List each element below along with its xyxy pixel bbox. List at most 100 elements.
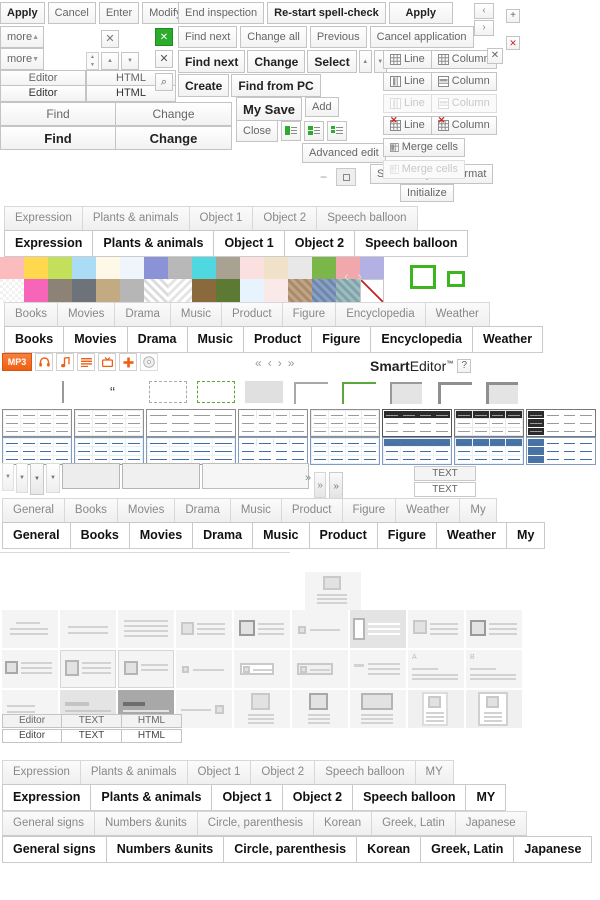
swatch[interactable] (288, 257, 312, 279)
layout-template[interactable]: Β (466, 650, 522, 688)
layout-template[interactable] (466, 610, 522, 648)
merge-cells-button[interactable]: Merge cells (383, 138, 465, 157)
more-button-down[interactable]: more ▼ (0, 48, 44, 70)
tab-object-2[interactable]: Object 2 (250, 760, 315, 784)
tab-general-signs[interactable]: General signs (2, 811, 94, 835)
pager-next-icon[interactable]: › (331, 268, 336, 285)
tab-object-1[interactable]: Object 1 (188, 206, 253, 230)
tab-books-active[interactable]: Books (69, 522, 129, 548)
tab-editor-active[interactable]: Editor (2, 729, 62, 743)
text-input-small[interactable] (62, 463, 120, 489)
swatch[interactable] (48, 257, 72, 279)
table-style-thumb-blue-first-col[interactable] (526, 437, 596, 465)
swatch[interactable] (336, 257, 360, 279)
mp3-button[interactable]: MP3 (2, 353, 32, 371)
border-style-none[interactable] (0, 377, 48, 407)
layout-template[interactable] (118, 650, 174, 688)
table-style-thumb-dark-header[interactable] (382, 409, 452, 437)
swatch[interactable] (360, 257, 384, 279)
swatch[interactable] (240, 257, 264, 279)
advanced-edit-button[interactable]: Advanced edit (302, 143, 386, 163)
table-style-thumb[interactable] (238, 409, 308, 437)
enter-button[interactable]: Enter (98, 2, 140, 24)
tab-text[interactable]: TEXT (62, 714, 122, 728)
swatch-pattern[interactable] (216, 279, 240, 303)
tab-music-active[interactable]: Music (252, 522, 309, 548)
tab-movies[interactable]: Movies (56, 302, 115, 326)
apply-button-2[interactable]: Apply (388, 2, 453, 24)
pager-first-icon[interactable]: « (255, 356, 262, 370)
swatch[interactable] (0, 257, 24, 279)
table-style-thumb-dark-cells[interactable] (454, 409, 524, 437)
add-button[interactable]: Add (305, 97, 339, 117)
layout-template[interactable] (350, 690, 406, 728)
border-style-thick-corner[interactable] (432, 377, 480, 407)
tab-object-2-active[interactable]: Object 2 (281, 784, 353, 810)
stepper-group[interactable]: ▲ ▼ ▲ ▼ (86, 52, 139, 70)
text-input-medium[interactable] (122, 463, 200, 489)
table-style-thumb[interactable] (2, 437, 72, 465)
table-style-thumb[interactable] (146, 409, 236, 437)
change-button[interactable]: Change (116, 102, 232, 126)
tab-greek-latin[interactable]: Greek, Latin (371, 811, 455, 835)
tab-my-active[interactable]: My (506, 522, 546, 548)
layout-template[interactable] (118, 610, 174, 648)
table-style-thumb[interactable] (238, 437, 308, 465)
layout-template[interactable] (292, 650, 348, 688)
tab-weather-active[interactable]: Weather (435, 522, 507, 548)
tab-expression-active[interactable]: Expression (2, 784, 91, 810)
tab-expression-active[interactable]: Expression (4, 230, 93, 256)
swatch-pattern[interactable] (312, 279, 336, 303)
tab-encyclopedia[interactable]: Encyclopedia (335, 302, 425, 326)
tab-expression[interactable]: Expression (2, 760, 80, 784)
prev-arrow-icon[interactable]: ‹ (474, 3, 494, 19)
dropdown-caret-icon[interactable]: ▼ (30, 463, 44, 495)
plus-icon[interactable] (119, 353, 137, 371)
tab-speech-balloon[interactable]: Speech balloon (316, 206, 418, 230)
tab-circle-parenthesis-active[interactable]: Circle, parenthesis (223, 836, 357, 862)
border-style-thick-fill[interactable] (480, 377, 528, 407)
border-style-corner-gray[interactable] (288, 377, 336, 407)
create-button[interactable]: Create (178, 74, 230, 97)
swatch[interactable] (312, 257, 336, 279)
chevron-double-right-icon[interactable]: » (329, 472, 344, 500)
list-icon[interactable] (77, 353, 95, 371)
text-button[interactable]: TEXT (414, 466, 476, 481)
tab-product[interactable]: Product (220, 302, 282, 326)
layout-template-featured[interactable] (305, 572, 361, 610)
tab-figure-active[interactable]: Figure (376, 522, 436, 548)
layout-template[interactable] (234, 650, 290, 688)
swatch-pattern[interactable] (192, 279, 216, 303)
selection-box-large[interactable] (410, 265, 436, 289)
swatch[interactable] (96, 257, 120, 279)
find-next-button[interactable]: Find next (178, 26, 238, 48)
more-button-up[interactable]: more ▲ (0, 26, 44, 48)
table-style-thumb-dark-first-col[interactable] (526, 409, 596, 437)
layout-template[interactable] (234, 690, 290, 728)
change-button-active[interactable]: Change (116, 126, 232, 150)
restart-spellcheck-button[interactable]: Re-start spell-check (267, 2, 386, 24)
tab-editor[interactable]: Editor (2, 714, 62, 728)
swatch-pattern[interactable] (48, 279, 72, 303)
swatch[interactable] (216, 257, 240, 279)
change-all-button[interactable]: Change all (240, 26, 307, 48)
pager-prev-icon[interactable]: ‹ (267, 356, 272, 370)
tab-numbers-units[interactable]: Numbers &units (93, 811, 197, 835)
tab-my[interactable]: MY (414, 760, 454, 784)
tab-product-active[interactable]: Product (308, 522, 377, 548)
tab-movies-active[interactable]: Movies (63, 326, 127, 352)
tab-movies-active[interactable]: Movies (128, 522, 193, 548)
headphone-icon[interactable] (35, 353, 53, 371)
tab-japanese-active[interactable]: Japanese (513, 836, 593, 862)
select-button-bold[interactable]: Select (307, 50, 357, 73)
tab-text-active[interactable]: TEXT (62, 729, 122, 743)
tab-plants-animals[interactable]: Plants & animals (79, 760, 187, 784)
tab-editor-active[interactable]: Editor (0, 85, 86, 102)
tab-expression[interactable]: Expression (4, 206, 82, 230)
tab-plants-animals[interactable]: Plants & animals (81, 206, 189, 230)
layout-template[interactable] (350, 650, 406, 688)
swatch[interactable] (72, 257, 96, 279)
layout-template[interactable]: Α (408, 650, 464, 688)
swatch-pattern[interactable] (120, 279, 144, 303)
tab-weather[interactable]: Weather (395, 498, 460, 522)
